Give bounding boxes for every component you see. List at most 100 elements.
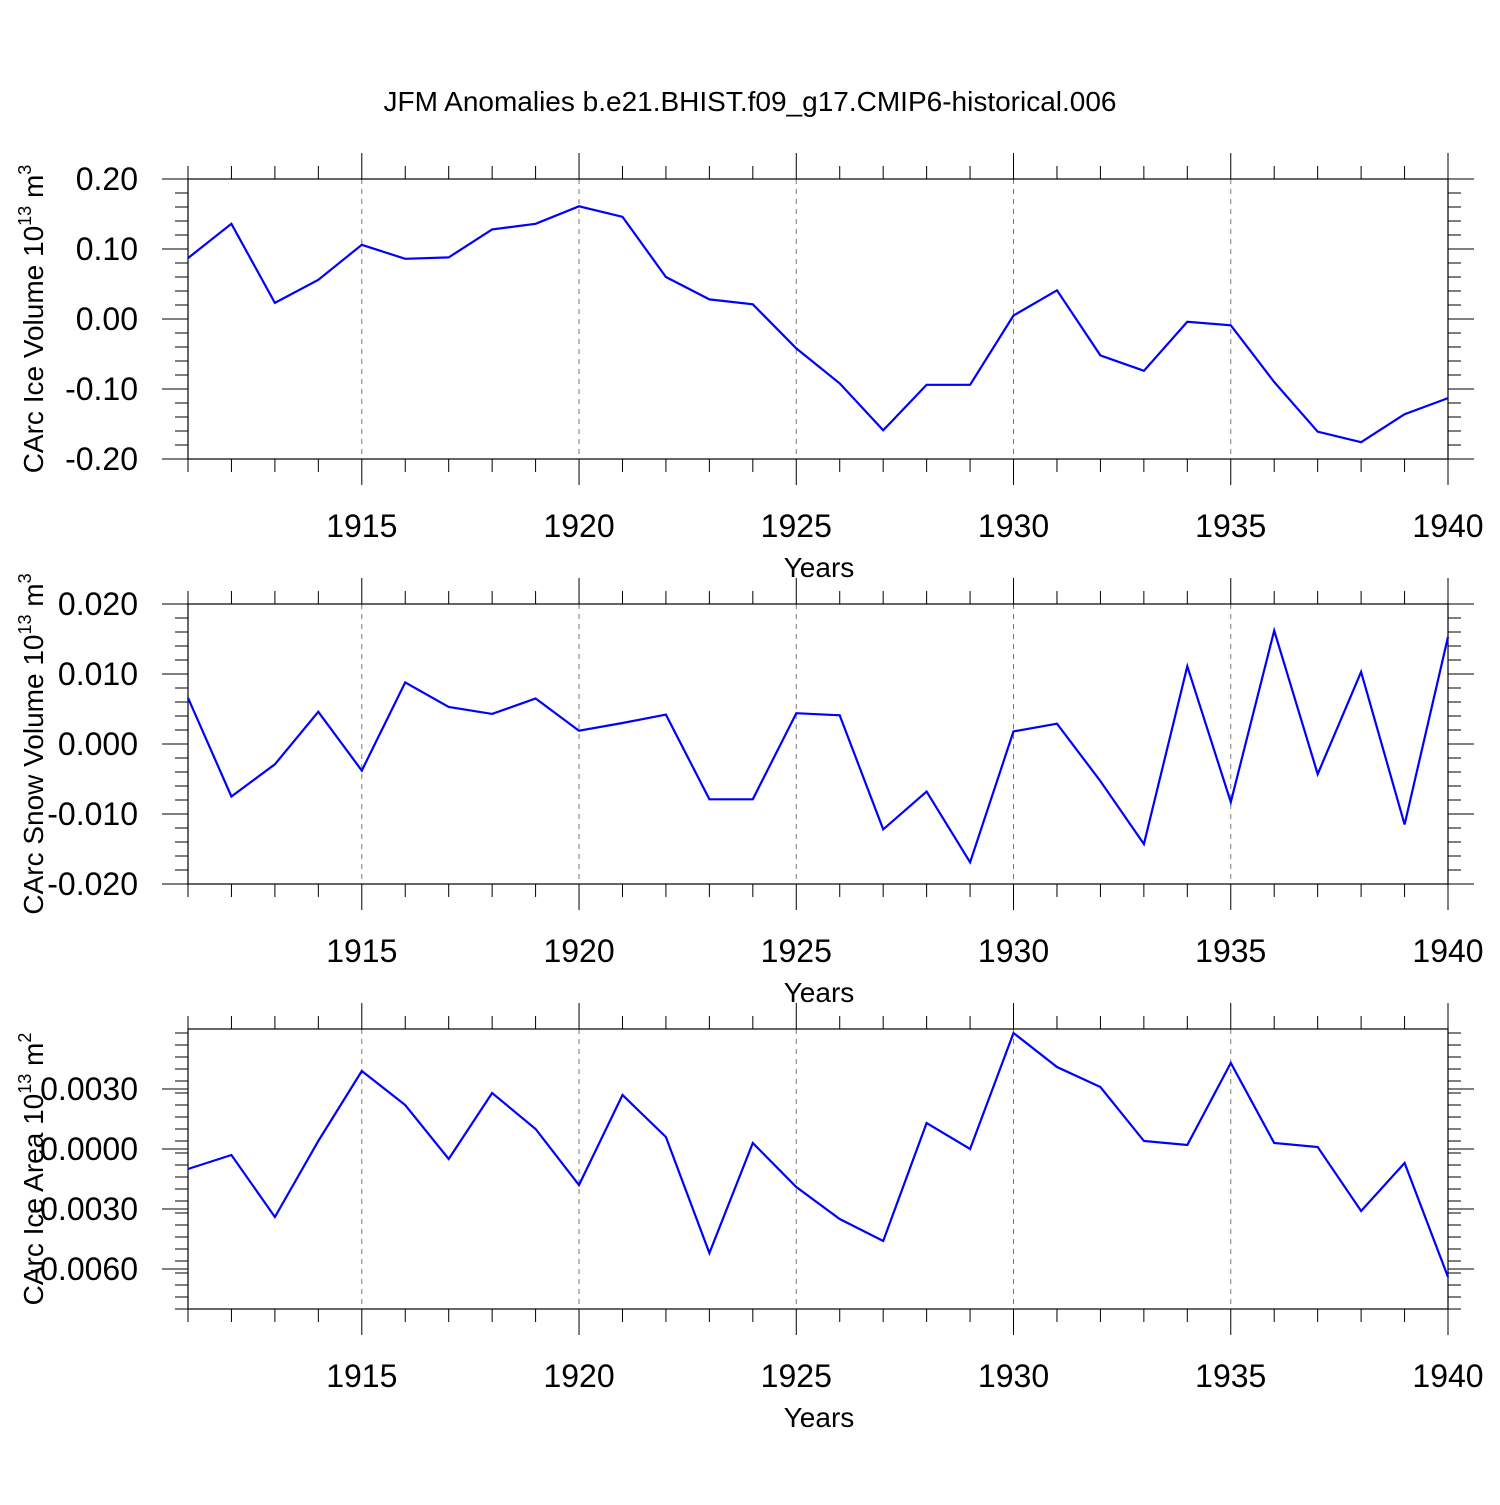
- data-point: [1359, 670, 1363, 674]
- series-line: [186, 626, 1450, 865]
- y-tick-label: 0.20: [76, 161, 138, 197]
- data-point: [1142, 369, 1146, 373]
- data-point: [186, 696, 190, 700]
- x-tick-label: 1915: [326, 1358, 397, 1394]
- data-point: [1055, 1065, 1059, 1069]
- data-point: [838, 381, 842, 385]
- data-point: [1316, 1145, 1320, 1149]
- data-point: [403, 1103, 407, 1107]
- data-point: [577, 1183, 581, 1187]
- y-tick-label: -0.010: [47, 796, 138, 832]
- data-point: [273, 1215, 277, 1219]
- data-point: [664, 1135, 668, 1139]
- data-point: [1272, 1141, 1276, 1145]
- data-point: [1446, 396, 1450, 400]
- data-point: [360, 769, 364, 773]
- data-point: [1185, 320, 1189, 324]
- data-point: [316, 278, 320, 282]
- x-tick-label: 1935: [1195, 933, 1266, 969]
- data-point: [403, 257, 407, 261]
- plot-frame: [187, 178, 1449, 460]
- x-tick-label: 1915: [326, 508, 397, 544]
- y-axis-label: CArc Snow Volume 1013 m3: [15, 573, 49, 914]
- data-point: [447, 705, 451, 709]
- x-tick-label: 1930: [978, 508, 1049, 544]
- data-point: [620, 721, 624, 725]
- y-tick-label: 0.0030: [40, 1071, 138, 1107]
- panel-1: 1915 1920 1925 1930 1935 1940 0.20 0.10 0.00 -0.1…: [15, 153, 1484, 583]
- data-point: [751, 302, 755, 306]
- data-point: [1055, 288, 1059, 292]
- y-tick-label: -0.20: [65, 441, 138, 477]
- x-tick-label: 1920: [543, 933, 614, 969]
- x-tick-label: 1925: [761, 508, 832, 544]
- y-tick-label: 0.000: [58, 726, 138, 762]
- plot-frame: [187, 1028, 1449, 1310]
- y-tick-label: 0.00: [76, 301, 138, 337]
- data-point: [229, 222, 233, 226]
- data-point: [229, 795, 233, 799]
- data-point: [1316, 430, 1320, 434]
- y-axis-label: CArc Ice Volume 1013 m3: [15, 165, 49, 474]
- data-point: [1316, 772, 1320, 776]
- data-point: [925, 790, 929, 794]
- x-tick-label: 1920: [543, 508, 614, 544]
- data-point: [1229, 1061, 1233, 1065]
- data-point: [1012, 729, 1016, 733]
- series-line: [187, 1031, 1450, 1278]
- data-point: [490, 227, 494, 231]
- x-tick-label: 1925: [761, 933, 832, 969]
- data-point: [1359, 1209, 1363, 1213]
- y-tick-label: 0.10: [76, 231, 138, 267]
- x-tick-label: 1940: [1412, 1358, 1483, 1394]
- data-point: [1185, 664, 1189, 668]
- y-tick-label: -0.020: [47, 866, 138, 902]
- data-point: [1012, 314, 1016, 318]
- data-point: [881, 827, 885, 831]
- data-point: [794, 346, 798, 350]
- data-point: [447, 255, 451, 259]
- data-point: [620, 215, 624, 219]
- data-point: [1403, 1161, 1407, 1165]
- data-point: [751, 797, 755, 801]
- x-tick-label: 1930: [978, 1358, 1049, 1394]
- data-point: [490, 1091, 494, 1095]
- data-point: [664, 275, 668, 279]
- x-tick-label: 1925: [761, 1358, 832, 1394]
- data-point: [1098, 353, 1102, 357]
- panel-2: 1915 1920 1925 1930 1935 1940 0.020 0.010 0.000 -…: [15, 573, 1484, 1008]
- data-point: [707, 1251, 711, 1255]
- data-point: [1229, 800, 1233, 804]
- x-axis-label: Years: [784, 977, 855, 1008]
- plot-frame: [187, 603, 1449, 885]
- data-point: [1098, 779, 1102, 783]
- data-point: [534, 222, 538, 226]
- data-point: [1185, 1143, 1189, 1147]
- data-point: [707, 297, 711, 301]
- x-tick-label: 1930: [978, 933, 1049, 969]
- panel-3: 1915 1920 1925 1930 1935 1940 0.0030 0.0000 -0.0…: [15, 1003, 1484, 1433]
- x-axis-label: Years: [784, 552, 855, 583]
- data-point: [881, 428, 885, 432]
- data-point: [968, 1147, 972, 1151]
- data-point: [838, 713, 842, 717]
- x-tick-label: 1940: [1412, 933, 1483, 969]
- data-point: [229, 1153, 233, 1157]
- x-tick-label: 1915: [326, 933, 397, 969]
- data-point: [1403, 412, 1407, 416]
- data-point: [794, 711, 798, 715]
- data-point: [1272, 380, 1276, 384]
- data-point: [577, 729, 581, 733]
- data-point: [360, 243, 364, 247]
- data-point: [968, 860, 972, 864]
- x-tick-label: 1935: [1195, 1358, 1266, 1394]
- data-point: [1142, 1139, 1146, 1143]
- data-point: [794, 1185, 798, 1189]
- data-point: [1142, 842, 1146, 846]
- data-point: [273, 762, 277, 766]
- y-tick-label: -0.0030: [29, 1191, 138, 1227]
- series-line: [187, 205, 1449, 444]
- data-point: [1403, 823, 1407, 827]
- y-axis-label: CArc Ice Area 1013 m2: [15, 1033, 49, 1306]
